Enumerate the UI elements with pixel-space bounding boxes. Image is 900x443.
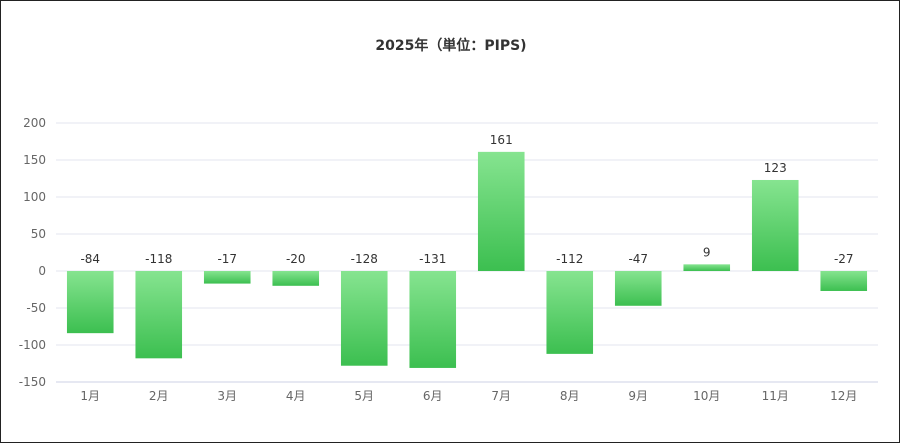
x-tick-label: 2月 xyxy=(149,389,169,403)
bar xyxy=(614,271,662,306)
y-tick-label: -100 xyxy=(19,338,46,352)
data-label: -47 xyxy=(628,252,648,266)
bar xyxy=(203,271,251,284)
data-label: -128 xyxy=(351,252,378,266)
data-label: -17 xyxy=(217,252,237,266)
data-label: -118 xyxy=(145,252,172,266)
data-label: -112 xyxy=(556,252,583,266)
data-label: 9 xyxy=(703,245,711,259)
x-tick-label: 12月 xyxy=(830,389,857,403)
x-tick-label: 4月 xyxy=(286,389,306,403)
x-tick-label: 7月 xyxy=(491,389,511,403)
data-label: -20 xyxy=(286,252,306,266)
bar xyxy=(272,271,320,286)
data-label: -84 xyxy=(80,252,100,266)
y-tick-label: 100 xyxy=(23,190,46,204)
data-label: -27 xyxy=(834,252,854,266)
x-tick-label: 10月 xyxy=(693,389,720,403)
bar xyxy=(409,271,457,368)
data-label: -131 xyxy=(419,252,446,266)
y-tick-label: 0 xyxy=(38,264,46,278)
bar xyxy=(820,271,868,291)
x-tick-label: 9月 xyxy=(628,389,648,403)
bar xyxy=(66,271,114,334)
y-tick-label: -150 xyxy=(19,375,46,389)
x-tick-label: 11月 xyxy=(762,389,789,403)
data-label: 161 xyxy=(490,133,513,147)
y-tick-label: -50 xyxy=(26,301,46,315)
bar xyxy=(340,271,388,366)
bar xyxy=(135,271,183,359)
bar xyxy=(751,179,799,271)
bar xyxy=(683,264,731,271)
y-tick-label: 150 xyxy=(23,153,46,167)
bar xyxy=(477,151,525,271)
y-tick-label: 200 xyxy=(23,116,46,130)
chart-title: 2025年（単位：PIPS) xyxy=(375,38,527,54)
bar xyxy=(546,271,594,354)
x-tick-label: 1月 xyxy=(80,389,100,403)
x-tick-label: 6月 xyxy=(423,389,443,403)
y-tick-label: 50 xyxy=(31,227,46,241)
x-tick-label: 5月 xyxy=(354,389,374,403)
x-tick-label: 3月 xyxy=(217,389,237,403)
x-tick-label: 8月 xyxy=(560,389,580,403)
data-label: 123 xyxy=(764,161,787,175)
